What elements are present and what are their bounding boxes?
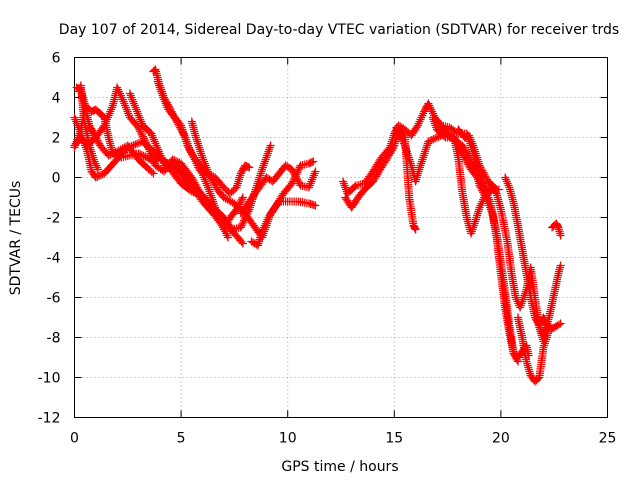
x-tick-label: 20 (492, 431, 510, 447)
axis-ticks (74, 57, 608, 418)
x-tick-labels: 0 5 10 15 20 25 (70, 431, 616, 447)
x-tick-label: 25 (599, 431, 617, 447)
y-tick-label: -12 (38, 411, 61, 427)
x-axis-label: GPS time / hours (281, 459, 398, 475)
x-tick-label: 5 (177, 431, 186, 447)
data-series (70, 65, 565, 386)
plot-frame (74, 57, 608, 418)
y-tick-label: 4 (52, 91, 61, 107)
series-track-19 (513, 313, 552, 386)
y-tick-label: -2 (47, 211, 61, 227)
y-tick-labels: -12 -10 -8 -6 -4 -2 0 2 4 6 (38, 51, 61, 427)
series-track-21 (547, 219, 565, 240)
series-track-20 (532, 261, 565, 338)
y-tick-label: 2 (52, 131, 61, 147)
y-tick-label: -4 (47, 251, 61, 267)
y-axis-label: SDTVAR / TECUs (8, 181, 24, 296)
y-tick-label: -8 (47, 331, 61, 347)
series-track-8 (153, 77, 254, 198)
y-tick-label: -10 (38, 371, 61, 387)
y-tick-label: 6 (52, 51, 61, 67)
series-track-10 (236, 161, 320, 218)
y-tick-label: 0 (52, 171, 61, 187)
x-tick-label: 10 (279, 431, 297, 447)
series-track-11 (247, 157, 318, 250)
x-tick-label: 15 (385, 431, 403, 447)
series-track-5 (74, 81, 103, 174)
series-track-13 (341, 125, 420, 234)
series-track-17 (454, 125, 501, 194)
chart-title: Day 107 of 2014, Sidereal Day-to-day VTE… (59, 22, 619, 38)
y-tick-label: -6 (47, 291, 61, 307)
x-tick-label: 0 (70, 431, 79, 447)
